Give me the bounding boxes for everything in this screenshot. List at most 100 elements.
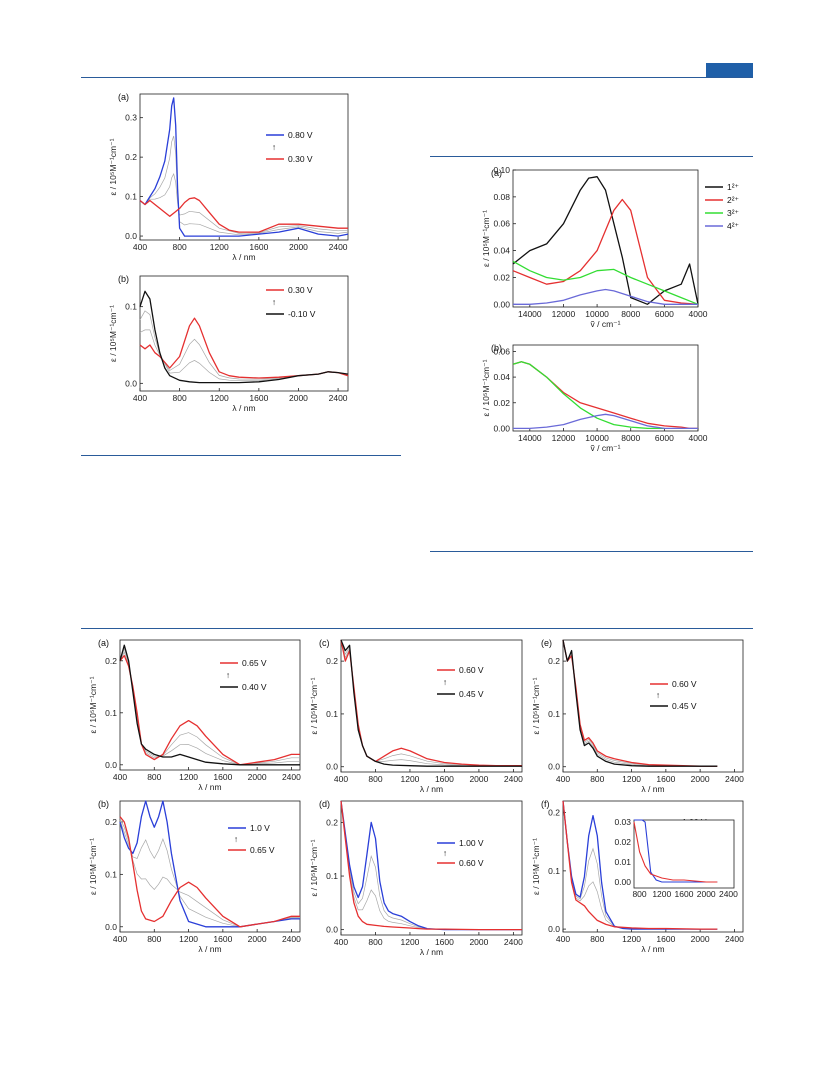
fig3-a-intermediate-trace	[119, 647, 300, 766]
fig3-d-xtick-label: 400	[334, 937, 348, 947]
fig3-d-xtick-label: 800	[368, 937, 382, 947]
fig3-e: 400 800 1200 1600 2000 2400 0.0 0.1 0.2 λ / nm ε /…	[531, 638, 744, 794]
fig3-c-intermediate-trace	[340, 639, 522, 767]
fig3-c: 400 800 1200 1600 2000 2400 0.0 0.1 0.2 λ / nm ε /…	[309, 638, 523, 794]
fig1b-xtick-label: 400	[133, 393, 147, 403]
fig3-b-frame	[119, 800, 301, 933]
fig3-b: 400 800 1200 1600 2000 2400 0.0 0.1 0.2 λ / nm ε /…	[88, 799, 301, 954]
fig3-f-ytick-label: 0.2	[548, 808, 560, 818]
fig3-e-xlabel: λ / nm	[641, 784, 664, 794]
fig3-a-legend-arrow: ↑	[226, 670, 230, 680]
fig3-b-ylabel: ε / 10⁵M⁻¹cm⁻¹	[88, 838, 98, 895]
fig3-a-legend-label: 0.40 V	[242, 682, 267, 692]
fig3-b-legend-arrow: ↑	[234, 834, 238, 844]
fig3-f-xtick-label: 1200	[622, 934, 641, 944]
fig3-f-ylabel: ε / 10⁵M⁻¹cm⁻¹	[531, 838, 541, 895]
fig2a-xtick-label: 4000	[689, 309, 708, 319]
fig1a-frame	[139, 93, 349, 241]
fig3-f-xlabel: λ / nm	[641, 944, 664, 954]
fig3-a-series-0	[119, 654, 300, 766]
fig3-a-xtick-label: 400	[113, 772, 127, 782]
fig3-f-frame	[562, 800, 744, 933]
fig2a-xtick-label: 10000	[585, 309, 609, 319]
fig2a-ytick-label: 0.04	[493, 246, 510, 256]
fig3-d-intermediate-trace	[340, 800, 522, 930]
fig3-e-xtick-label: 400	[556, 774, 570, 784]
fig3-f-inset-series-1	[633, 821, 718, 883]
fig3-f-xtick-label: 2000	[691, 934, 710, 944]
header-rule	[81, 77, 753, 78]
fig3-a-xtick-label: 800	[147, 772, 161, 782]
fig3-d-legend-label: 0.60 V	[459, 858, 484, 868]
fig3-c-xlabel: λ / nm	[420, 784, 443, 794]
fig3-a-xtick-label: 1600	[213, 772, 232, 782]
fig2a-ytick-label: 0.02	[493, 272, 510, 282]
fig1a-xtick-label: 2400	[329, 242, 348, 252]
fig1b-xtick-label: 2000	[289, 393, 308, 403]
fig3-d-label: (d)	[319, 799, 330, 809]
fig1b-xtick-label: 2400	[329, 393, 348, 403]
fig2b-ytick-label: 0.02	[493, 398, 510, 408]
fig2a-series-0	[512, 176, 699, 305]
fig2a-legend-label: 4²⁺	[727, 221, 740, 231]
fig3-a-xtick-label: 2000	[248, 772, 267, 782]
fig3-c-intermediate-trace	[340, 639, 522, 767]
fig2a-xtick-label: 8000	[621, 309, 640, 319]
fig3-d-ytick-label: 0.2	[326, 817, 338, 827]
fig3-a-intermediate-trace	[119, 651, 300, 766]
fig1a-xtick-label: 400	[133, 242, 147, 252]
fig3-c-series-0	[340, 639, 522, 767]
fig1b-ylabel: ε / 10⁵M⁻¹cm⁻¹	[108, 305, 118, 362]
fig3-d-legend-arrow: ↑	[443, 848, 447, 858]
fig3-c-xtick-label: 2400	[504, 774, 523, 784]
fig3-f-inset-series-0	[634, 819, 718, 883]
fig1a-intermediate-trace	[139, 173, 349, 234]
fig3-b-xtick-label: 400	[113, 934, 127, 944]
fig3-e-xtick-label: 1600	[656, 774, 675, 784]
fig1a-ytick-label: 0.0	[125, 231, 137, 241]
fig1b-xlabel: λ / nm	[232, 403, 255, 413]
fig3-e-xtick-label: 800	[590, 774, 604, 784]
fig2b-ytick-label: 0.04	[493, 372, 510, 382]
fig1b-series-1	[139, 290, 349, 384]
fig3-f-series-1	[562, 800, 718, 930]
fig3-f-inset-ytick-label: 0.02	[614, 837, 631, 847]
fig2b-xlabel: ṽ / cm⁻¹	[591, 443, 621, 453]
fig2a-series-1	[512, 198, 699, 305]
fig1a-legend-arrow: ↑	[272, 142, 276, 152]
fig3-a-ylabel: ε / 10⁵M⁻¹cm⁻¹	[88, 676, 98, 733]
fig2a-frame	[512, 169, 699, 308]
fig2b-xtick-label: 12000	[552, 433, 576, 443]
fig3-c-ytick-label: 0.2	[326, 656, 338, 666]
fig1b-ytick-label: 0.0	[125, 378, 137, 388]
fig1a-xtick-label: 800	[173, 242, 187, 252]
fig3-c-xtick-label: 400	[334, 774, 348, 784]
fig1a-label: (a)	[118, 92, 129, 102]
fig2b-frame	[512, 344, 699, 432]
fig3-b-legend-label: 0.65 V	[250, 845, 275, 855]
fig3-f-inset-xtick-label: 1200	[652, 889, 671, 899]
fig3-c-ytick-label: 0.1	[326, 709, 338, 719]
fig1a: 400 800 1200 1600 2000 2400 0.0 0.1 0.2 0.3 λ / nm…	[108, 92, 349, 262]
fig1a-series-0	[139, 97, 349, 237]
fig2b-ytick-label: 0.06	[493, 346, 510, 356]
fig3-b-series-0	[119, 800, 300, 928]
fig3-e-legend-label: 0.45 V	[672, 701, 697, 711]
fig3-e-ylabel: ε / 10⁵M⁻¹cm⁻¹	[531, 677, 541, 734]
fig3-e-ytick-label: 0.0	[548, 762, 560, 772]
fig3-e-legend-arrow: ↑	[656, 690, 660, 700]
fig2a-label: (a)	[491, 168, 502, 178]
fig2b-xtick-label: 14000	[518, 433, 542, 443]
fig3-a-frame	[119, 639, 301, 771]
fig1a-xtick-label: 2000	[289, 242, 308, 252]
fig3-f-ytick-label: 0.0	[548, 924, 560, 934]
fig3-c-xtick-label: 800	[368, 774, 382, 784]
fig3-a-xtick-label: 1200	[179, 772, 198, 782]
fig3-f-inset-ytick-label: 0.03	[614, 817, 631, 827]
fig3-a-legend-label: 0.65 V	[242, 658, 267, 668]
fig2b-xtick-label: 6000	[655, 433, 674, 443]
fig3-c-xtick-label: 2000	[469, 774, 488, 784]
fig2a-series-3	[513, 288, 698, 305]
